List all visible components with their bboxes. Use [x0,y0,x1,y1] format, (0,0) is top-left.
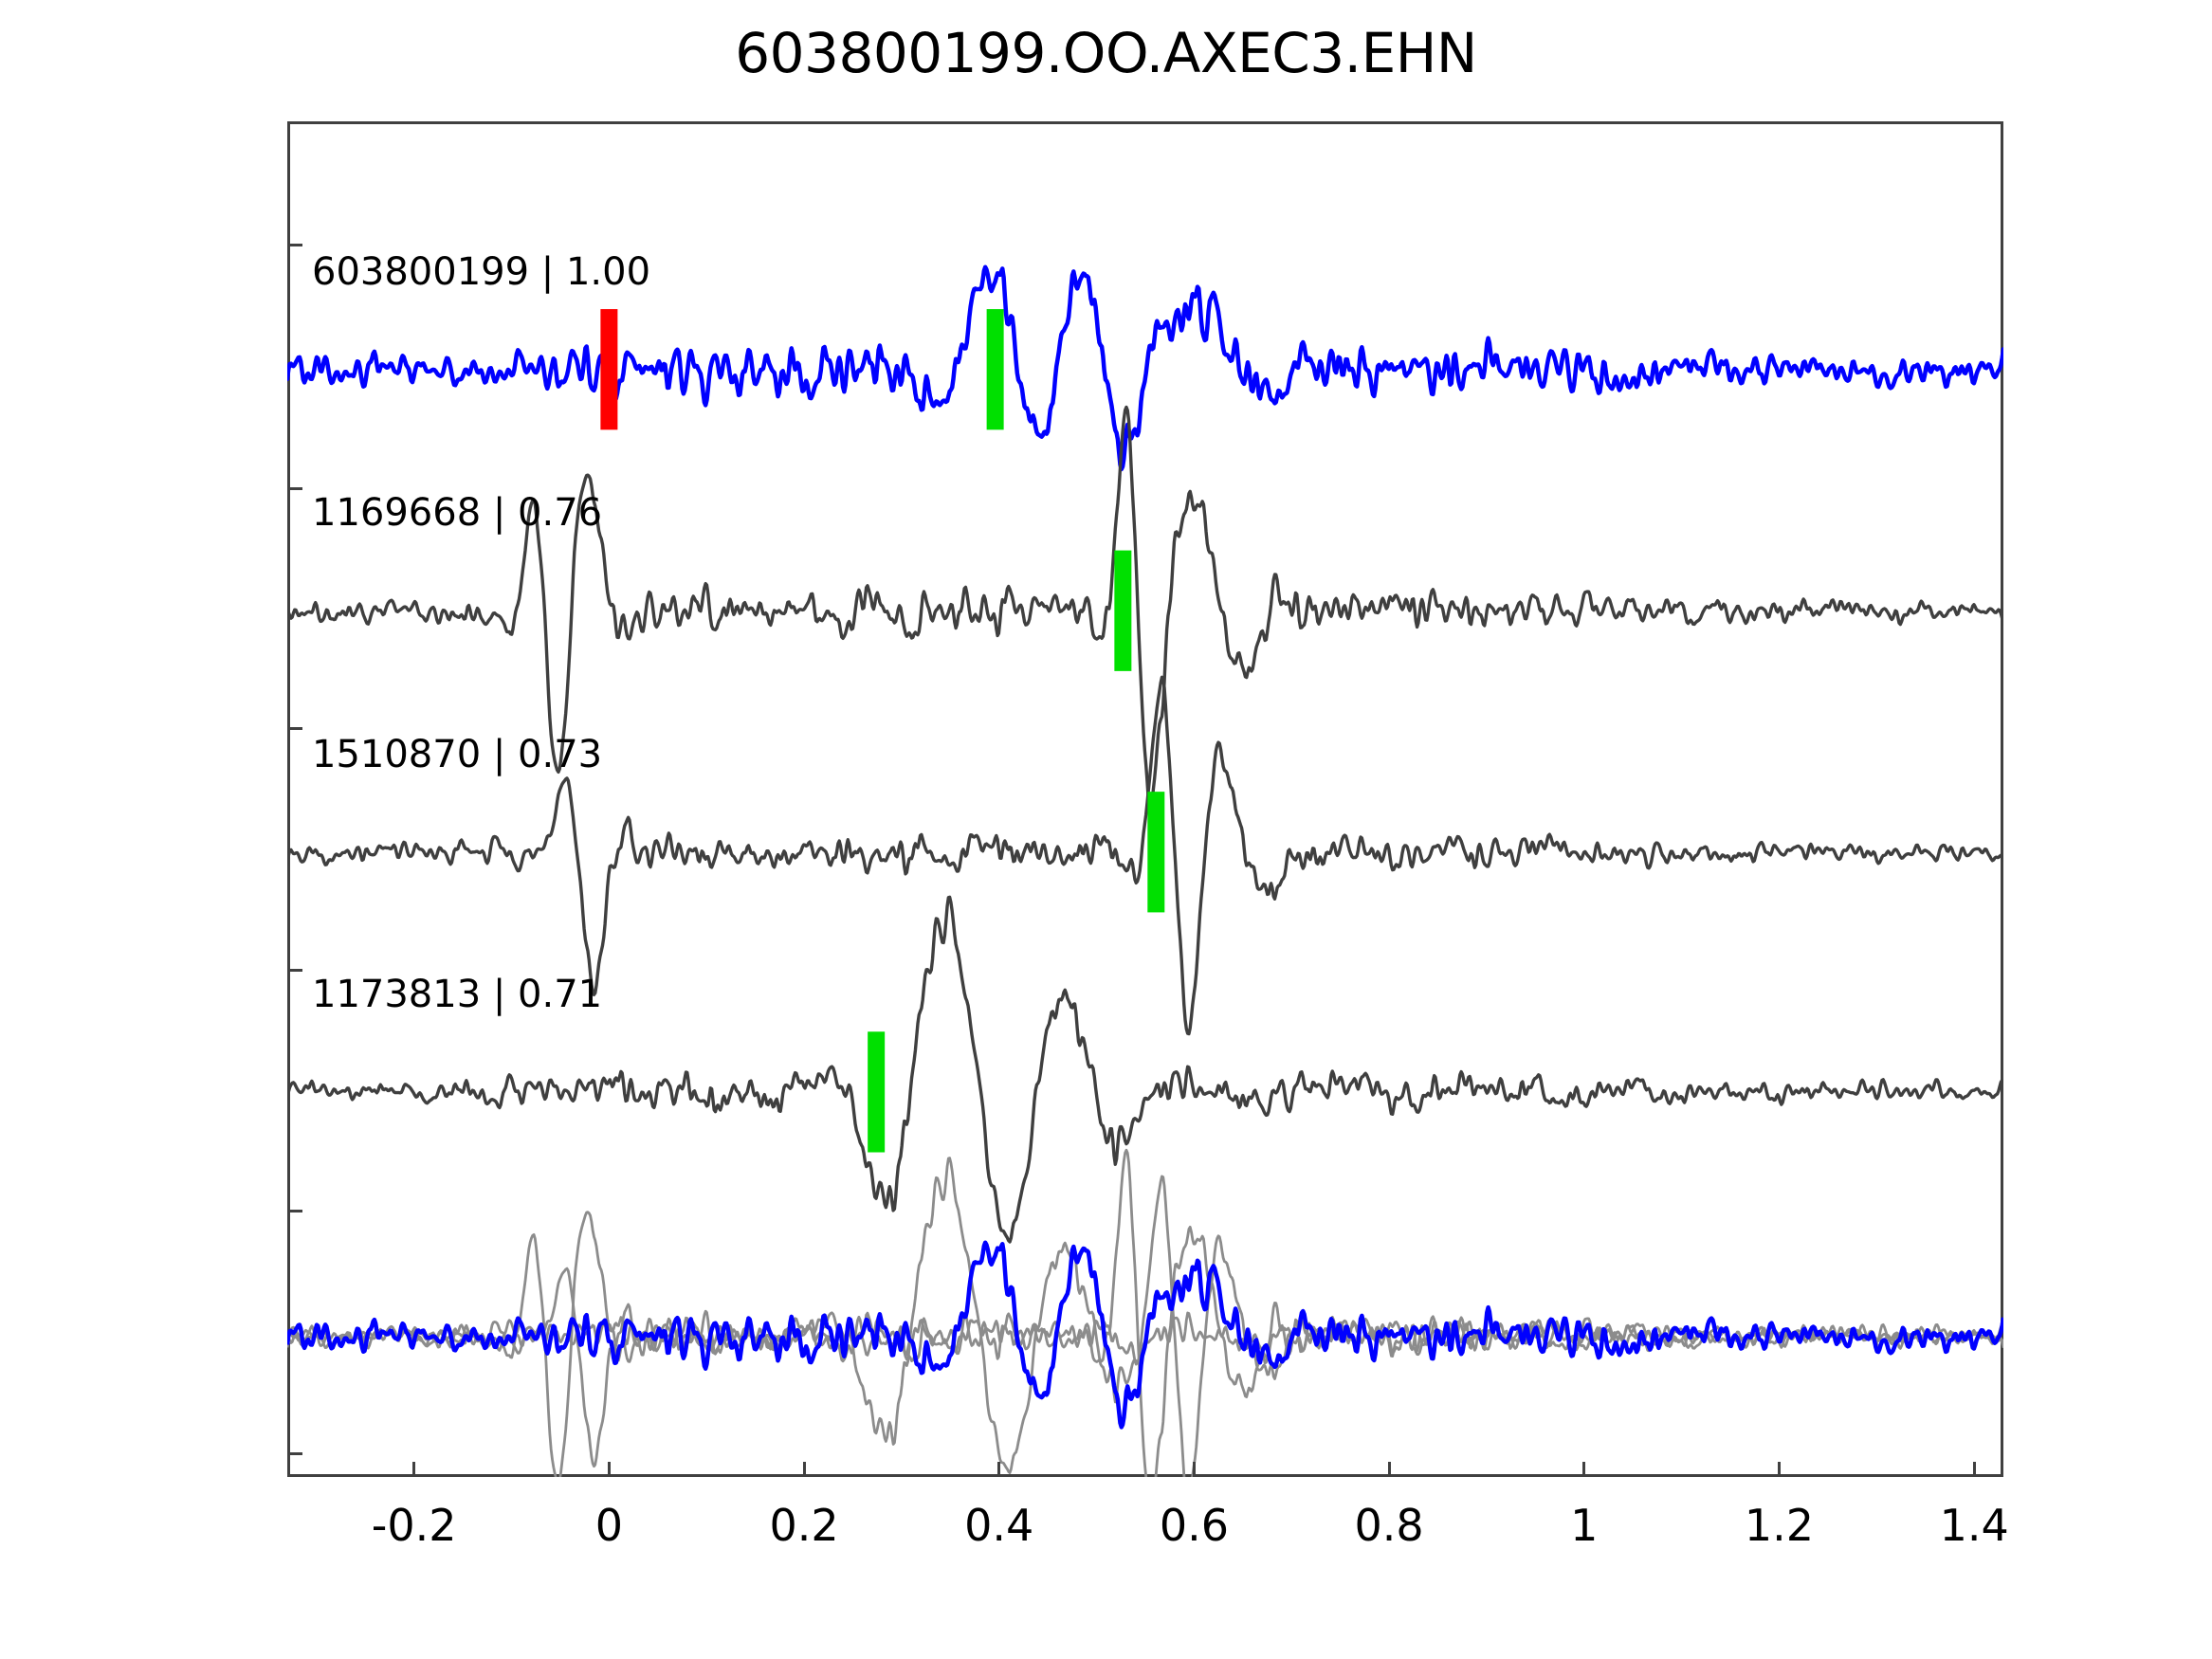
x-axis-tick-label: 1.2 [1744,1500,1815,1551]
x-axis-tick-label: 0.4 [964,1500,1034,1551]
trace-label: 1169668 | 0.76 [312,491,603,536]
x-axis-tick [802,1462,806,1477]
y-axis-tick [287,1452,302,1456]
x-axis-tick-label: 0.8 [1354,1500,1424,1551]
y-axis-tick [287,243,302,246]
overlay-waveform-trace [287,1240,2003,1430]
x-axis-tick [1387,1462,1391,1477]
x-axis-tick [1972,1462,1976,1477]
x-axis-tick [412,1462,416,1477]
trace-label: 603800199 | 1.00 [312,249,651,294]
trace-label: 1510870 | 0.73 [312,732,603,776]
x-axis-tick-label: -0.2 [371,1500,457,1551]
x-axis-tick-label: 0 [594,1500,624,1551]
waveform-trace [287,675,2003,1036]
x-axis-tick-label: 1 [1570,1500,1599,1551]
y-axis-tick [287,727,302,731]
x-axis-tick-label: 1.4 [1939,1500,2009,1551]
x-axis-tick [997,1462,1001,1477]
x-axis-tick [1582,1462,1586,1477]
y-axis-tick [287,1210,302,1213]
s-pick-marker[interactable] [1147,792,1165,913]
s-pick-marker[interactable] [986,309,1004,430]
overlay-waveform-trace [287,1175,2003,1477]
waveform-trace [287,264,2003,472]
x-axis-tick [607,1462,611,1477]
trace-label: 1173813 | 0.71 [312,972,603,1016]
waveform-trace [287,895,2003,1244]
figure-title: 603800199.OO.AXEC3.EHN [735,21,1477,85]
y-axis-tick [287,968,302,972]
waveform-canvas [287,264,2003,1477]
waveform-trace [287,405,2003,814]
x-axis-tick-label: 0.6 [1159,1500,1229,1551]
x-axis-tick [1192,1462,1196,1477]
s-pick-marker[interactable] [868,1031,886,1153]
x-axis-tick [1777,1462,1781,1477]
y-axis-tick [287,487,302,491]
p-pick-marker[interactable] [600,309,618,430]
s-pick-marker[interactable] [1114,550,1132,671]
x-axis-tick-label: 0.2 [769,1500,839,1551]
